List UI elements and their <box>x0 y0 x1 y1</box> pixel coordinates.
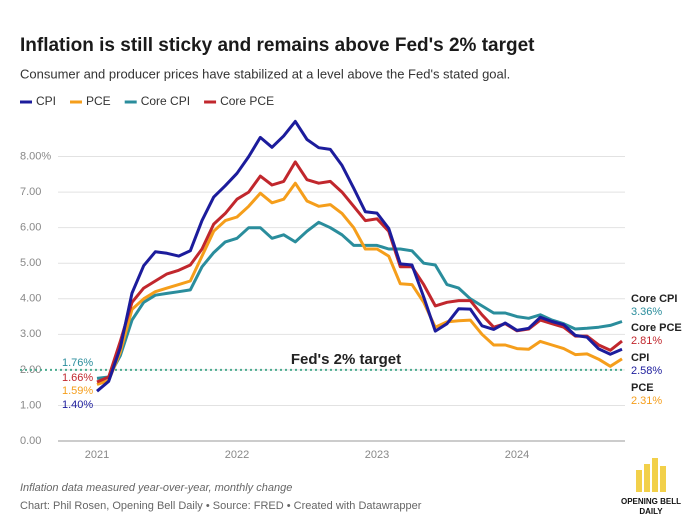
logo-bars <box>636 458 666 492</box>
chart-title: Inflation is still sticky and remains ab… <box>20 35 535 56</box>
x-tick-label: 2022 <box>225 449 249 461</box>
legend-label: Core PCE <box>220 94 274 108</box>
x-tick-label: 2023 <box>365 449 389 461</box>
y-tick-label: 3.00 <box>20 328 41 340</box>
y-tick-label: 1.00 <box>20 399 41 411</box>
y-tick-label: 6.00 <box>20 222 41 234</box>
y-tick-label: 5.00 <box>20 257 41 269</box>
value-label: 1.66% <box>62 372 93 384</box>
y-tick-label: 8.00% <box>20 150 51 162</box>
value-label: 1.40% <box>62 399 93 411</box>
series-end-name: PCE <box>631 382 654 394</box>
series-line <box>96 160 623 384</box>
legend-label: PCE <box>86 94 111 108</box>
logo-text: OPENING BELL <box>621 497 681 506</box>
value-label: 2.81% <box>631 335 662 347</box>
value-label: 2.31% <box>631 395 662 407</box>
y-tick-label: 4.00 <box>20 293 41 305</box>
series-line <box>96 119 623 393</box>
series-line <box>96 181 623 386</box>
credit: Chart: Phil Rosen, Opening Bell Daily • … <box>20 500 422 512</box>
value-label: 1.76% <box>62 357 93 369</box>
value-label: 1.59% <box>62 385 93 397</box>
note: Inflation data measured year-over-year, … <box>20 482 292 494</box>
value-label: 3.36% <box>631 306 662 318</box>
legend-label: CPI <box>36 94 56 108</box>
target-label: Fed's 2% target <box>291 351 401 368</box>
y-tick-label: 0.00 <box>20 435 41 447</box>
series-line <box>96 220 623 380</box>
legend-label: Core CPI <box>141 94 190 108</box>
y-tick-label: 7.00 <box>20 186 41 198</box>
series-end-name: CPI <box>631 352 649 364</box>
x-tick-label: 2021 <box>85 449 109 461</box>
logo-text: DAILY <box>639 507 663 516</box>
value-label: 2.58% <box>631 365 662 377</box>
x-tick-label: 2024 <box>505 449 529 461</box>
chart-subtitle: Consumer and producer prices have stabil… <box>20 66 510 81</box>
series-end-name: Core PCE <box>631 322 682 334</box>
series-end-name: Core CPI <box>631 293 677 305</box>
